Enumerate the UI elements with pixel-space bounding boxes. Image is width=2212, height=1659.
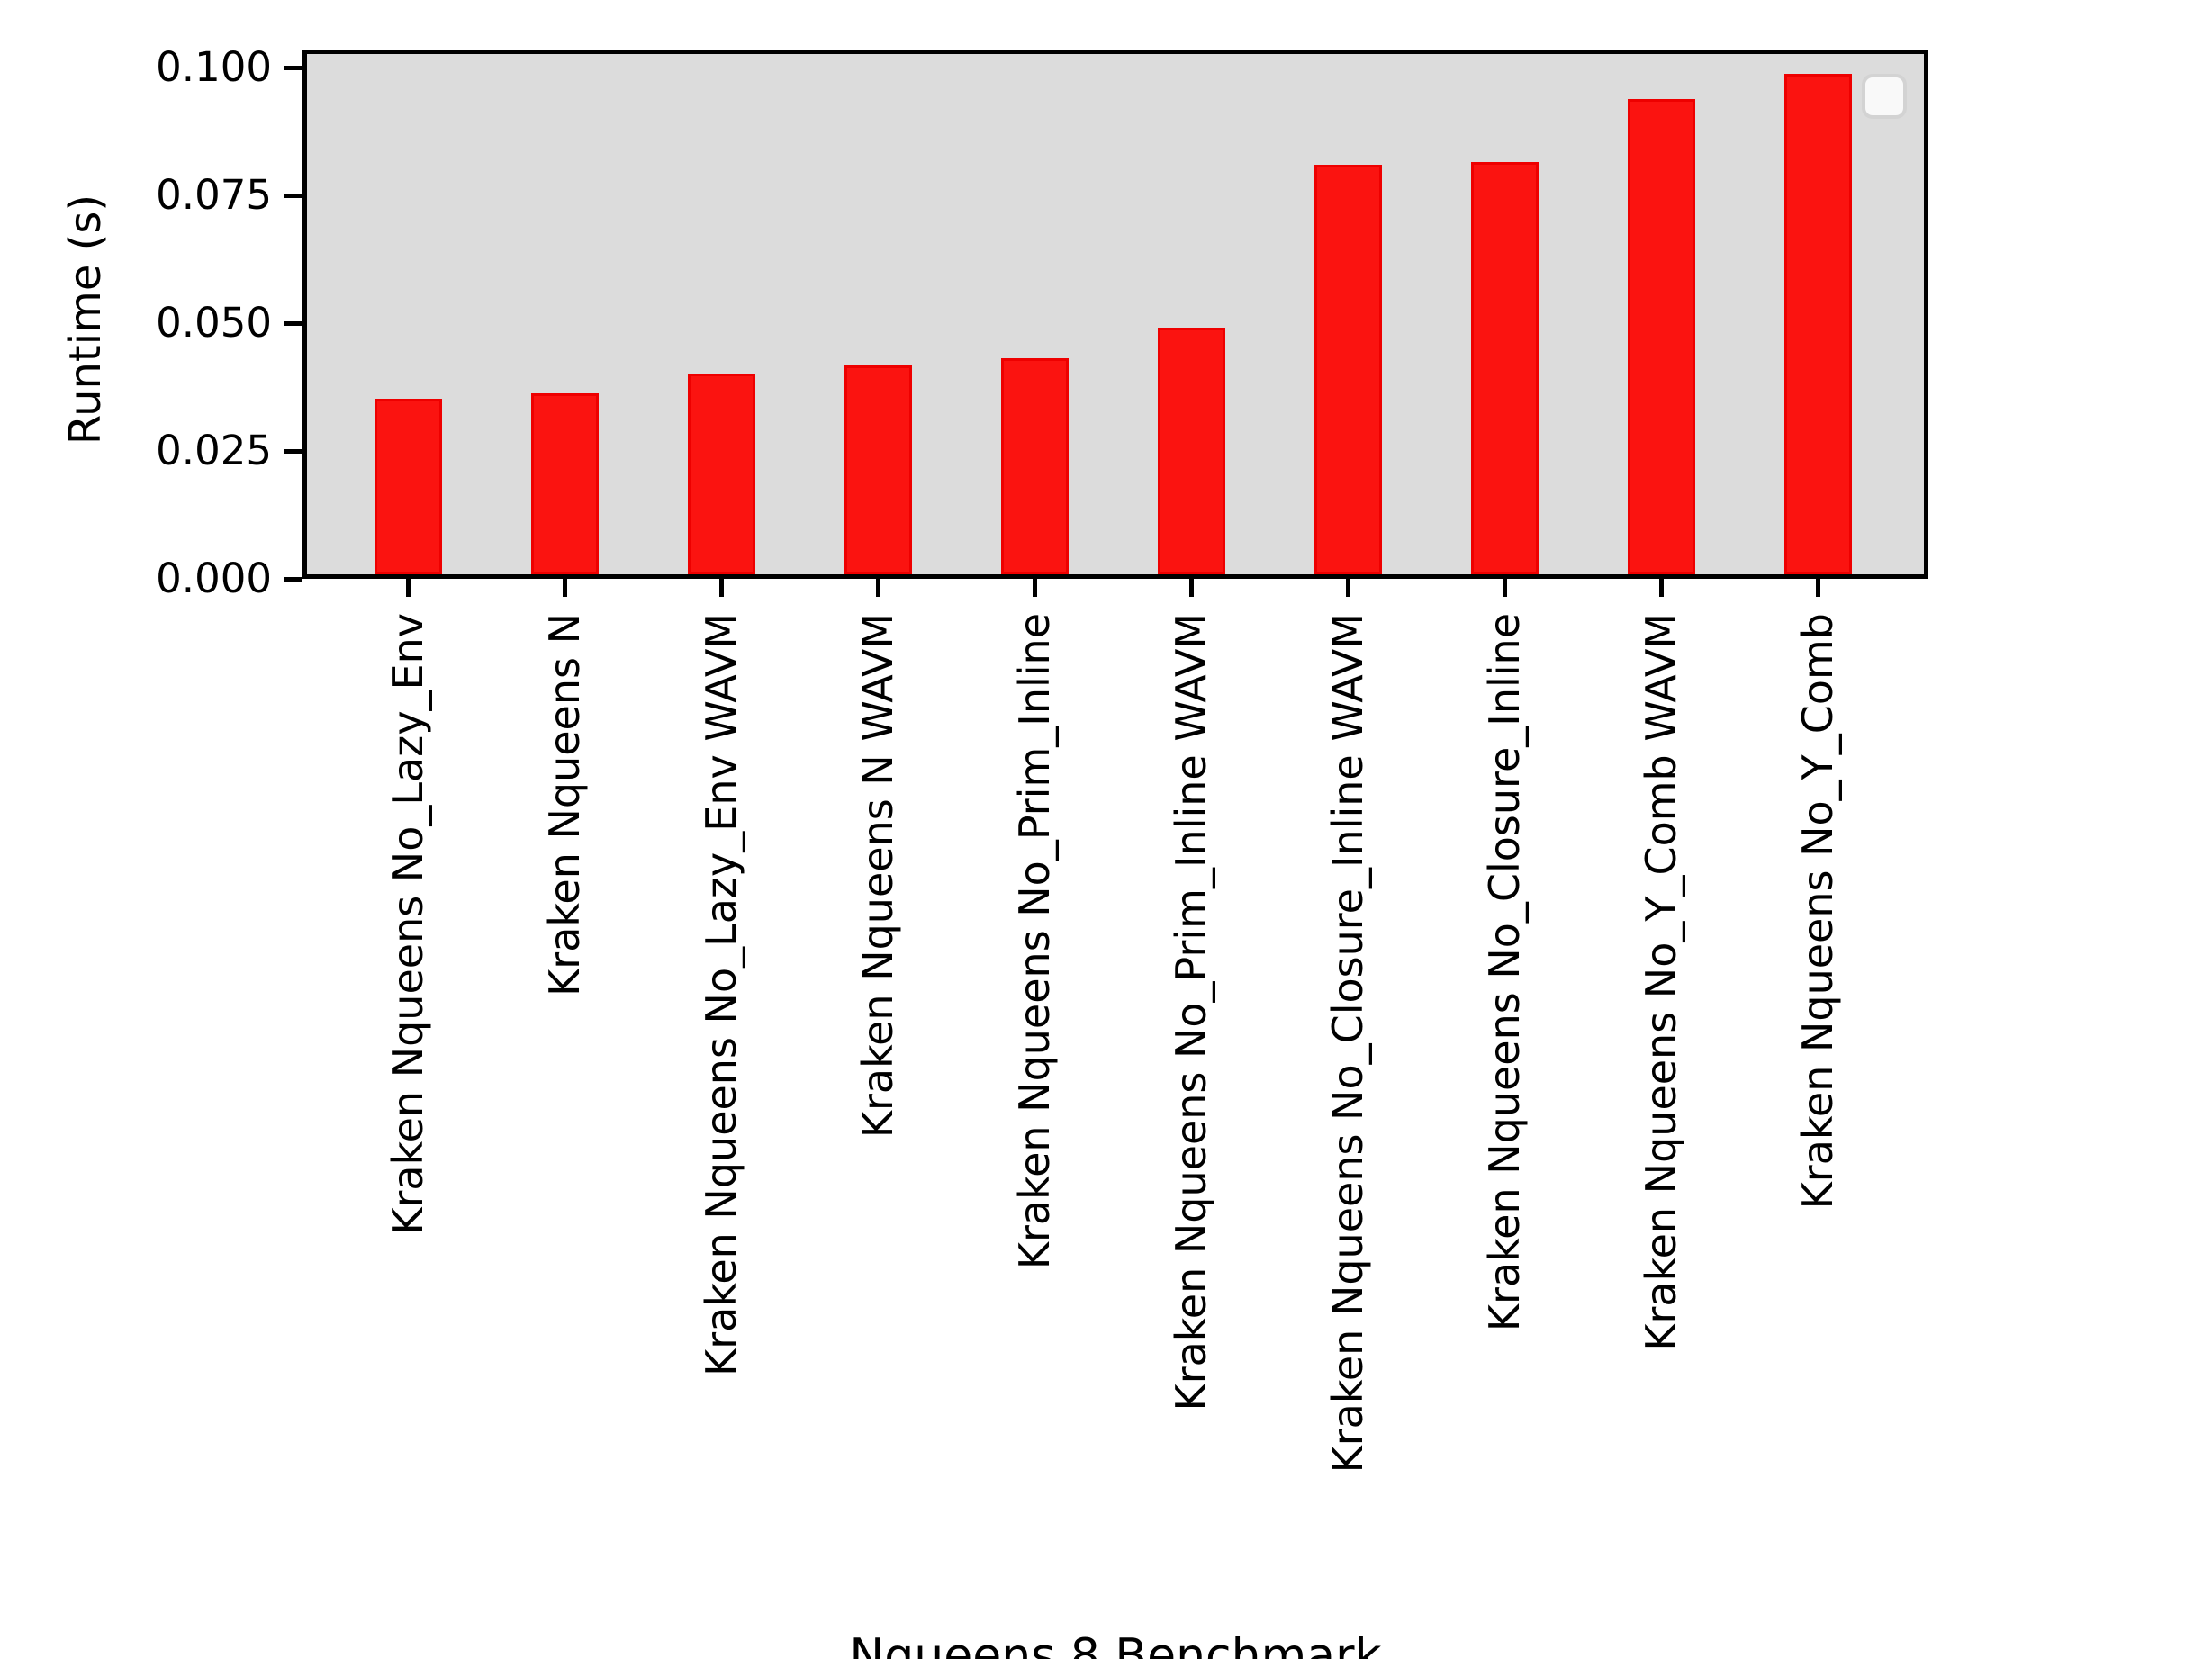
y-tick-label-0.025: 0.025 xyxy=(156,427,272,474)
x-axis-label: Nqueens 8 Benchmark xyxy=(849,1629,1382,1659)
x-tick-label-7: Kraken Nqueens No_Closure_Inline WAVM xyxy=(1323,613,1372,1474)
x-tick-9 xyxy=(1658,579,1664,597)
x-tick-label-5: Kraken Nqueens No_Prim_Inline xyxy=(1010,613,1059,1270)
x-tick-label-3: Kraken Nqueens No_Lazy_Env WAVM xyxy=(697,613,745,1376)
y-tick-label-0.050: 0.050 xyxy=(156,299,272,347)
bar-5 xyxy=(1000,358,1069,574)
x-tick-label-6: Kraken Nqueens No_Prim_Inline WAVM xyxy=(1167,613,1215,1411)
x-tick-label-1: Kraken Nqueens No_Lazy_Env xyxy=(384,613,432,1235)
bar-6 xyxy=(1157,328,1225,574)
y-tick-label-0.100: 0.100 xyxy=(156,43,272,91)
bar-7 xyxy=(1314,165,1382,574)
x-tick-8 xyxy=(1502,579,1507,597)
x-tick-2 xyxy=(562,579,567,597)
x-tick-1 xyxy=(405,579,411,597)
y-tick-0.100 xyxy=(284,65,302,70)
bar-1 xyxy=(374,399,442,574)
x-tick-label-2: Kraken Nqueens N xyxy=(540,613,589,996)
plot-area xyxy=(302,50,1928,579)
y-tick-label-0.000: 0.000 xyxy=(156,555,272,602)
bar-10 xyxy=(1783,74,1852,574)
x-tick-label-9: Kraken Nqueens No_Y_Comb WAVM xyxy=(1637,613,1685,1351)
x-tick-4 xyxy=(875,579,880,597)
bar-4 xyxy=(844,365,912,574)
y-tick-0.075 xyxy=(284,193,302,198)
bar-2 xyxy=(530,393,599,574)
x-tick-label-4: Kraken Nqueens N WAVM xyxy=(853,613,902,1139)
x-tick-label-10: Kraken Nqueens No_Y_Comb xyxy=(1793,613,1842,1210)
x-tick-5 xyxy=(1032,579,1037,597)
legend-box xyxy=(1862,74,1907,119)
x-tick-10 xyxy=(1815,579,1820,597)
y-tick-label-0.075: 0.075 xyxy=(156,171,272,219)
y-tick-0.050 xyxy=(284,320,302,326)
y-tick-0.000 xyxy=(284,576,302,582)
x-tick-label-8: Kraken Nqueens No_Closure_Inline xyxy=(1480,613,1529,1332)
y-tick-0.025 xyxy=(284,448,302,454)
x-tick-3 xyxy=(718,579,724,597)
x-tick-7 xyxy=(1345,579,1350,597)
bar-3 xyxy=(687,374,755,574)
bar-9 xyxy=(1627,99,1695,574)
bar-8 xyxy=(1470,162,1539,574)
x-tick-6 xyxy=(1188,579,1194,597)
